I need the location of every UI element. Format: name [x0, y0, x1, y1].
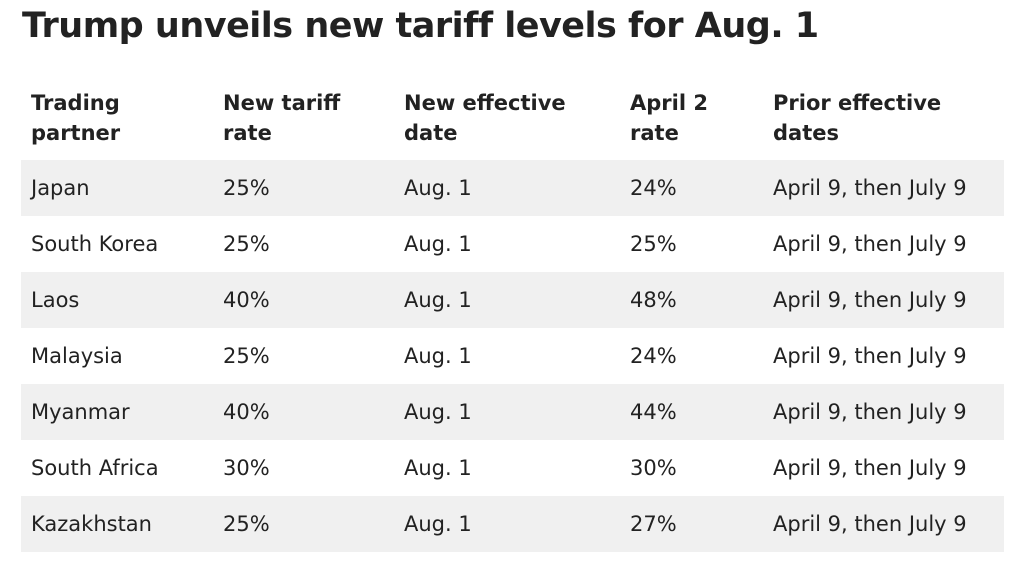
column-header-april-2-rate: April 2 rate — [630, 91, 708, 145]
column-header-new-tariff-rate: New tariff rate — [223, 91, 341, 145]
trading-partner-cell: South Korea — [31, 232, 159, 256]
trading-partner-cell: Japan — [31, 176, 90, 200]
april-2-rate-cell: 24% — [630, 344, 677, 368]
april-2-rate-cell: 44% — [630, 400, 677, 424]
new-tariff-rate-cell: 30% — [223, 456, 270, 480]
april-2-rate-cell: 24% — [630, 176, 677, 200]
table-row: South Korea 25% Aug. 1 25% April 9, then Jul… — [21, 216, 1004, 272]
table-body: Japan 25% Aug. 1 24% April 9, then July 9 Sou… — [21, 160, 1004, 552]
prior-effective-dates-cell: April 9, then July 9 — [773, 232, 967, 256]
new-effective-date-cell: Aug. 1 — [404, 344, 472, 368]
new-effective-date-cell: Aug. 1 — [404, 232, 472, 256]
prior-effective-dates-cell: April 9, then July 9 — [773, 288, 967, 312]
table-row: Laos 40% Aug. 1 48% April 9, then July 9 — [21, 272, 1004, 328]
april-2-rate-cell: 25% — [630, 232, 677, 256]
new-effective-date-cell: Aug. 1 — [404, 176, 472, 200]
trading-partner-cell: Myanmar — [31, 400, 130, 424]
new-effective-date-cell: Aug. 1 — [404, 400, 472, 424]
column-header-trading-partner: Trading partner — [31, 91, 121, 145]
new-tariff-rate-cell: 25% — [223, 176, 270, 200]
prior-effective-dates-cell: April 9, then July 9 — [773, 176, 967, 200]
prior-effective-dates-cell: April 9, then July 9 — [773, 512, 967, 536]
trading-partner-cell: Malaysia — [31, 344, 123, 368]
table-row: Myanmar 40% Aug. 1 44% April 9, then July 9 — [21, 384, 1004, 440]
tariff-table: Trading partner New tariff rate New effe… — [21, 80, 1004, 552]
new-effective-date-cell: Aug. 1 — [404, 512, 472, 536]
new-effective-date-cell: Aug. 1 — [404, 456, 472, 480]
new-tariff-rate-cell: 25% — [223, 344, 270, 368]
april-2-rate-cell: 48% — [630, 288, 677, 312]
new-tariff-rate-cell: 40% — [223, 400, 270, 424]
prior-effective-dates-cell: April 9, then July 9 — [773, 400, 967, 424]
april-2-rate-cell: 30% — [630, 456, 677, 480]
trading-partner-cell: South Africa — [31, 456, 159, 480]
new-effective-date-cell: Aug. 1 — [404, 288, 472, 312]
trading-partner-cell: Kazakhstan — [31, 512, 152, 536]
trading-partner-cell: Laos — [31, 288, 80, 312]
table-title: Trump unveils new tariff levels for Aug.… — [22, 6, 819, 46]
table-header-row: Trading partner New tariff rate New effe… — [21, 80, 1004, 160]
table-row: Japan 25% Aug. 1 24% April 9, then July 9 — [21, 160, 1004, 216]
table-row: Kazakhstan 25% Aug. 1 27% April 9, then July… — [21, 496, 1004, 552]
table-row: South Africa 30% Aug. 1 30% April 9, then Ju… — [21, 440, 1004, 496]
new-tariff-rate-cell: 25% — [223, 512, 270, 536]
new-tariff-rate-cell: 40% — [223, 288, 270, 312]
new-tariff-rate-cell: 25% — [223, 232, 270, 256]
table-row: Malaysia 25% Aug. 1 24% April 9, then July 9 — [21, 328, 1004, 384]
april-2-rate-cell: 27% — [630, 512, 677, 536]
column-header-prior-effective-dates: Prior effective dates — [773, 91, 942, 145]
prior-effective-dates-cell: April 9, then July 9 — [773, 344, 967, 368]
prior-effective-dates-cell: April 9, then July 9 — [773, 456, 967, 480]
column-header-new-effective-date: New effective date — [404, 91, 566, 145]
